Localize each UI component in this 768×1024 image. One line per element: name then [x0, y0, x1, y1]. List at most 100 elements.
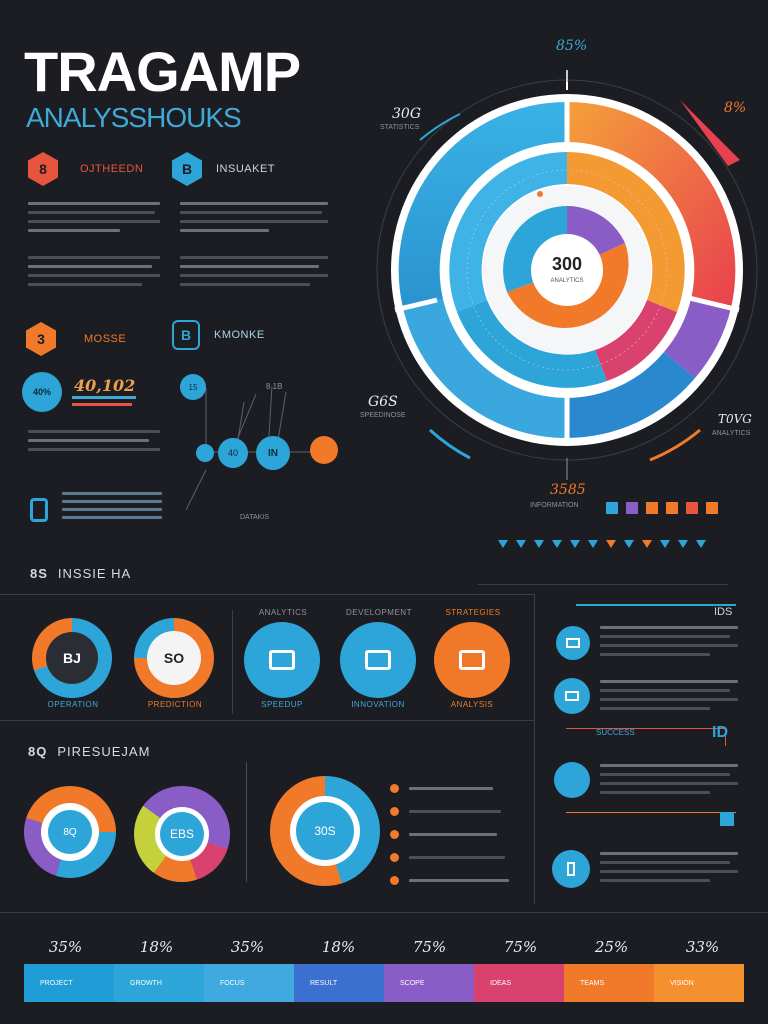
radial-bottom-caption: INFORMATION — [530, 502, 579, 509]
page-title: TRAGAMP — [24, 40, 301, 103]
flow-node: IN — [256, 436, 290, 470]
donut-1: BJ — [32, 618, 112, 698]
donut-2-value: SO — [147, 631, 201, 685]
flow-node-orange — [310, 436, 338, 464]
side-label: SUCCESS — [596, 728, 635, 737]
donut-4: EBS — [134, 786, 230, 882]
segment: IDEAS — [474, 964, 564, 1002]
flow-top-label: 8 1B — [266, 382, 283, 391]
flow-node: 15 — [180, 374, 206, 400]
segment: TEAMS — [564, 964, 654, 1002]
donut-1-caption: OPERATION — [47, 700, 99, 709]
bars-list — [62, 492, 162, 519]
hexagon-icon: 3 — [26, 322, 56, 356]
triangle-markers — [498, 540, 706, 548]
donut-1-value: BJ — [46, 632, 98, 684]
bullet-icon — [390, 784, 399, 793]
value-underline — [72, 396, 136, 399]
square-icon — [30, 498, 48, 522]
divider-vertical — [232, 610, 233, 714]
radial-right-bottom-caption: ANALYTICS — [712, 430, 751, 437]
donut-3-value: 8Q — [48, 810, 92, 854]
color-markers — [606, 502, 718, 514]
donut-2-caption: PREDICTION — [147, 700, 203, 709]
icon-2-caption: INNOVATION — [351, 700, 405, 709]
donut-3-ring: 8Q — [41, 803, 99, 861]
block-2-text-2 — [180, 256, 328, 286]
radial-center-value: 300 — [551, 254, 583, 274]
bottom-value: 33% — [685, 938, 720, 956]
block-1-label: OJTHEEDN — [80, 163, 144, 175]
block-1-text-2 — [28, 256, 160, 286]
icon-1-caption: SPEEDUP — [261, 700, 303, 709]
hexagon-icon: 8 — [28, 152, 58, 186]
side-text-3 — [600, 764, 738, 794]
monitor-icon — [244, 622, 320, 698]
radial-right-top-value: 8% — [724, 100, 747, 116]
block-3-text — [28, 430, 160, 451]
section-2-label: PIRESUEJAM — [57, 744, 151, 759]
divider-vertical — [246, 762, 247, 882]
side-text-1 — [600, 626, 738, 656]
chart-icon — [554, 678, 590, 714]
divider-vertical — [534, 594, 535, 904]
divider — [0, 594, 534, 595]
segment: VISION — [654, 964, 744, 1002]
chart-icon — [552, 850, 590, 888]
hexagon-icon: B — [172, 152, 202, 186]
side-num: ID — [712, 724, 728, 741]
section-2-num: 8Q — [28, 744, 48, 759]
flow-caption: DATAKIS — [240, 514, 269, 521]
segment: PROJECT — [24, 964, 114, 1002]
side-bar — [576, 604, 736, 606]
hexagon-icon: B — [172, 320, 200, 350]
radial-left-bottom-value: G6S — [368, 394, 398, 410]
divider — [0, 720, 534, 721]
legend-list — [390, 784, 509, 885]
donut-2: SO — [134, 618, 214, 698]
bullet-icon — [390, 853, 399, 862]
side-text-2 — [600, 680, 738, 710]
bottom-value: 35% — [48, 938, 83, 956]
side-bracket-2 — [566, 812, 736, 826]
block-1-text — [28, 202, 160, 232]
bullet-icon — [390, 830, 399, 839]
icon-3-top-caption: STRATEGIES — [445, 608, 501, 617]
globe-icon — [554, 762, 590, 798]
page-subtitle: ANALYSSHOUKS — [26, 102, 242, 133]
divider — [478, 584, 728, 585]
segment: FOCUS — [204, 964, 294, 1002]
divider — [0, 912, 768, 913]
big-donut-ring: 30S — [290, 796, 360, 866]
section-1-num: 8S — [30, 566, 48, 581]
monitor-icon — [340, 622, 416, 698]
radial-left-top-caption: STATISTICS — [380, 124, 420, 131]
icon-1-top-caption: ANALYTICS — [258, 608, 308, 617]
bottom-value: 75% — [503, 938, 538, 956]
flow-node: 40 — [218, 438, 248, 468]
icon-3-caption: ANALYSIS — [450, 700, 494, 709]
block-4-label: KMONKE — [214, 329, 265, 341]
big-value: 40,102 — [74, 376, 136, 395]
block-2-text — [180, 202, 328, 232]
bottom-values: 35% 18% 35% 18% 75% 75% 25% 33% — [0, 938, 768, 956]
segment: RESULT — [294, 964, 384, 1002]
section-1-header: 8S INSSIE HA — [30, 566, 131, 581]
badge-circle: 40% — [22, 372, 62, 412]
value-underline-2 — [72, 403, 132, 406]
bottom-value: 35% — [230, 938, 265, 956]
block-2-header: B INSUAKET — [172, 152, 275, 186]
section-1-label: INSSIE HA — [57, 566, 132, 581]
block-2-label: INSUAKET — [216, 163, 276, 175]
donut-4-ring: EBS — [155, 807, 209, 861]
bottom-arrow-bar: PROJECT GROWTH FOCUS RESULT SCOPE IDEAS … — [24, 964, 744, 1002]
flow-node-dot — [196, 444, 214, 462]
icon-2-top-caption: DEVELOPMENT — [346, 608, 412, 617]
bottom-value: 75% — [412, 938, 447, 956]
side-square — [720, 812, 734, 826]
big-donut-value: 30S — [296, 802, 354, 860]
side-top-value: IDS — [714, 606, 733, 618]
block-3-header: 3 MOSSE — [26, 322, 126, 356]
chart-icon — [556, 626, 590, 660]
radial-right-bottom-value: T0VG — [718, 412, 752, 426]
